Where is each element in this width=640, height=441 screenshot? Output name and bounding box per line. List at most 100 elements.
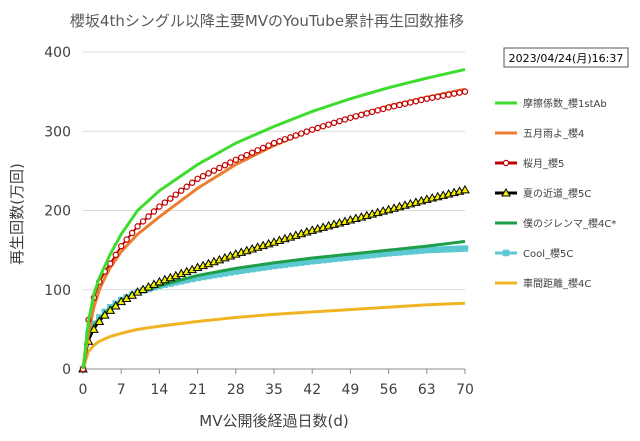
data-point bbox=[298, 130, 305, 137]
timestamp-text: 2023/04/24(月)16:37 bbox=[509, 52, 624, 65]
legend-label: 摩擦係数_櫻1stAb bbox=[523, 97, 607, 110]
data-point bbox=[150, 208, 158, 215]
data-point bbox=[330, 119, 338, 127]
timestamp-frame bbox=[503, 47, 629, 68]
data-point bbox=[188, 179, 196, 186]
x-tick-label: 42 bbox=[303, 382, 321, 398]
data-point bbox=[319, 123, 327, 130]
data-point bbox=[358, 111, 365, 119]
data-point bbox=[303, 128, 310, 135]
data-point bbox=[418, 96, 425, 104]
data-point bbox=[439, 246, 447, 253]
series-path bbox=[81, 67, 466, 370]
data-point bbox=[456, 89, 463, 96]
data-point bbox=[248, 149, 256, 156]
data-point bbox=[134, 223, 141, 230]
data-point bbox=[434, 246, 441, 253]
data-point bbox=[210, 167, 218, 174]
data-point bbox=[139, 218, 147, 225]
legend-label: 桜月_櫻5 bbox=[523, 157, 564, 170]
data-point bbox=[412, 98, 420, 105]
data-point bbox=[423, 95, 430, 102]
data-point bbox=[385, 104, 392, 111]
axes: 0 100 200 300 400 0 7 14 21 28 35 42 49 56 63 70 bbox=[44, 45, 474, 398]
legend-label: Cool_櫻5C bbox=[523, 247, 573, 260]
data-point bbox=[227, 159, 234, 166]
data-point bbox=[434, 93, 441, 100]
data-point bbox=[265, 142, 272, 149]
y-axis-label: 再生回数(万回) bbox=[8, 163, 26, 265]
x-tick-label: 21 bbox=[189, 382, 207, 398]
data-point bbox=[423, 246, 431, 254]
data-point bbox=[221, 162, 229, 169]
data-point bbox=[292, 132, 300, 139]
legend-entry: 摩擦係数_櫻1stAb bbox=[495, 97, 607, 110]
data-point bbox=[128, 229, 136, 237]
legend: 摩擦係数_櫻1stAb 五月雨よ_櫻4 桜月_櫻5 夏の近道_櫻5C 僕のジレンマ_櫻4… bbox=[495, 97, 616, 290]
data-point bbox=[287, 134, 294, 141]
series-line bbox=[81, 67, 466, 370]
data-point bbox=[281, 136, 289, 143]
data-point bbox=[456, 245, 463, 253]
x-tick-label: 35 bbox=[265, 382, 283, 398]
data-point bbox=[194, 175, 201, 182]
data-point bbox=[216, 164, 223, 172]
data-point bbox=[243, 151, 250, 159]
y-tick-label: 300 bbox=[44, 124, 71, 140]
data-point bbox=[89, 324, 99, 333]
series-path bbox=[82, 188, 466, 370]
data-point bbox=[145, 213, 152, 220]
data-point bbox=[352, 113, 360, 120]
data-point bbox=[254, 147, 261, 154]
data-point bbox=[110, 300, 121, 310]
data-point bbox=[374, 107, 381, 114]
data-point bbox=[314, 124, 321, 132]
series-path bbox=[81, 301, 466, 370]
data-point bbox=[94, 316, 105, 325]
data-point bbox=[369, 108, 376, 116]
legend-marker bbox=[502, 159, 510, 167]
timestamp-box: 2023/04/24(月)16:37 bbox=[503, 47, 629, 68]
legend-entry: Cool_櫻5C bbox=[495, 247, 573, 260]
x-tick-label: 56 bbox=[380, 382, 398, 398]
chart-title: 櫻坂4thシングル以降主要MVのYouTube累計再生回数推移 bbox=[70, 12, 464, 30]
data-point bbox=[172, 191, 179, 198]
legend-label: 夏の近道_櫻5C bbox=[523, 187, 591, 200]
data-point bbox=[161, 199, 169, 206]
x-tick-label: 7 bbox=[117, 382, 126, 398]
series-line bbox=[78, 184, 470, 373]
data-point bbox=[418, 247, 425, 254]
data-point bbox=[460, 184, 470, 194]
legend-marker bbox=[501, 187, 511, 197]
data-point bbox=[341, 116, 349, 123]
x-tick-label: 28 bbox=[227, 382, 245, 398]
x-tick-label: 49 bbox=[341, 382, 359, 398]
legend-entry: 五月雨よ_櫻4 bbox=[495, 127, 584, 140]
gridlines bbox=[83, 51, 465, 370]
data-point bbox=[396, 101, 403, 109]
data-point bbox=[429, 246, 436, 254]
data-point bbox=[112, 251, 119, 259]
data-point bbox=[461, 245, 469, 252]
data-point bbox=[123, 236, 130, 243]
data-point bbox=[325, 121, 332, 128]
data-point bbox=[450, 90, 458, 97]
series-line bbox=[79, 88, 469, 373]
series-line bbox=[81, 301, 466, 370]
data-point bbox=[390, 103, 398, 110]
data-point bbox=[276, 138, 283, 145]
series-group bbox=[78, 67, 470, 373]
x-tick-label: 70 bbox=[456, 382, 474, 398]
data-point bbox=[117, 242, 125, 250]
data-point bbox=[183, 183, 190, 190]
legend-label: 車間距離_櫻4C bbox=[523, 277, 591, 290]
data-point bbox=[336, 117, 343, 125]
data-point bbox=[401, 100, 409, 107]
x-tick-label: 63 bbox=[418, 382, 436, 398]
data-point bbox=[439, 92, 447, 99]
data-point bbox=[167, 195, 174, 202]
data-point bbox=[238, 154, 245, 161]
data-point bbox=[445, 91, 452, 98]
data-point bbox=[363, 110, 370, 117]
